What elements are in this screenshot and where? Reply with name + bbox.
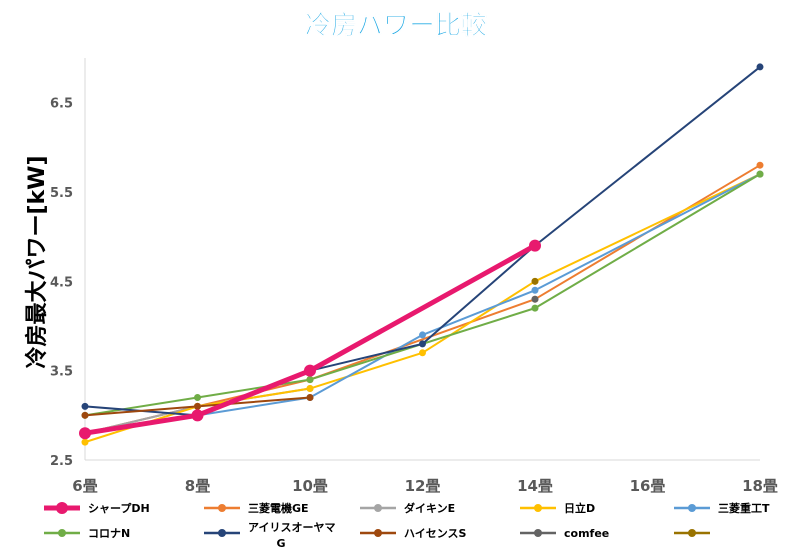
y-tick-label: 3.5: [50, 365, 73, 380]
legend-swatch-marker: [534, 529, 542, 537]
data-point: [194, 393, 201, 401]
legend-swatch-marker: [534, 504, 542, 512]
y-tick-label: 5.5: [50, 186, 73, 201]
data-point: [81, 411, 89, 419]
chart-title: 冷房パワー比較: [305, 10, 488, 41]
series-line: [84, 164, 761, 435]
legend-swatch-marker: [58, 529, 66, 537]
data-point: [79, 427, 91, 440]
data-point: [81, 402, 89, 410]
x-tick-label: 10畳: [292, 477, 328, 495]
legend-label: ダイキンE: [404, 501, 455, 515]
legend-item: comfee: [520, 527, 609, 540]
series-line: [84, 173, 761, 435]
data-point: [304, 364, 316, 377]
legend: シャープDH 三菱電機GE ダイキンE 日立D 三菱重工T コロナN アイリスオーヤマ G ハイ…: [44, 501, 770, 550]
x-tick-label: 12畳: [405, 477, 441, 495]
y-axis-label: 冷房最大パワー[kW]: [24, 155, 50, 368]
series-line: [84, 173, 761, 417]
legend-label: 三菱電機GE: [248, 501, 309, 515]
axes: [84, 58, 760, 461]
series-line: [84, 173, 761, 444]
legend-item: 三菱電機GE: [204, 501, 309, 515]
legend-item: 三菱重工T: [674, 501, 770, 515]
legend-label: コロナN: [88, 527, 130, 540]
legend-swatch-marker: [218, 529, 226, 537]
data-point: [306, 376, 314, 384]
legend-label: 日立D: [564, 501, 595, 515]
data-point: [531, 295, 539, 303]
legend-item: アイリスオーヤマ G: [204, 521, 335, 550]
legend-label: 三菱重工T: [718, 501, 770, 515]
legend-swatch-marker: [688, 504, 696, 512]
series-line: [84, 243, 537, 436]
legend-label: ハイセンスS: [404, 527, 467, 540]
legend-label: シャープDH: [88, 501, 150, 515]
series-points: [79, 63, 764, 446]
x-tick-label: 16畳: [630, 477, 666, 495]
data-point: [531, 286, 539, 294]
legend-item: ダイキンE: [360, 501, 455, 515]
legend-swatch-marker: [374, 504, 382, 512]
legend-swatch-marker: [56, 502, 68, 514]
legend-item: 日立D: [520, 501, 595, 515]
legend-label-cont: G: [276, 537, 285, 550]
legend-label: アイリスオーヤマ: [248, 521, 335, 534]
legend-item: [674, 529, 710, 537]
data-point: [419, 349, 426, 357]
x-tick-label: 8畳: [185, 477, 210, 495]
data-point: [529, 239, 541, 252]
y-tick-label: 6.5: [50, 97, 73, 112]
data-point: [756, 161, 764, 169]
data-point: [194, 402, 201, 410]
data-point: [419, 331, 426, 339]
data-point: [419, 340, 426, 348]
x-tick-label: 14畳: [517, 477, 553, 495]
data-point: [306, 393, 314, 401]
data-point: [531, 277, 539, 285]
data-point: [756, 63, 764, 71]
y-tick-label: 4.5: [50, 275, 73, 290]
tick-labels: 6畳 8畳 10畳 12畳 14畳 16畳 18畳 2.5 3.5 4.5 5.5 6.5: [50, 97, 778, 495]
legend-swatch-marker: [218, 504, 226, 512]
legend-swatch-marker: [688, 529, 696, 537]
x-tick-label: 18畳: [742, 477, 778, 495]
series-lines: [84, 66, 761, 444]
data-point: [756, 170, 764, 178]
y-tick-label: 2.5: [50, 454, 73, 469]
legend-item: シャープDH: [44, 501, 150, 515]
legend-swatch-marker: [374, 529, 382, 537]
data-point: [81, 438, 89, 446]
data-point: [306, 385, 314, 393]
x-tick-label: 6畳: [72, 477, 97, 495]
data-point: [191, 409, 204, 422]
legend-item: ハイセンスS: [360, 527, 467, 540]
legend-label: comfee: [564, 527, 609, 540]
legend-item: コロナN: [44, 527, 130, 540]
data-point: [531, 304, 539, 312]
series-line: [84, 66, 761, 417]
